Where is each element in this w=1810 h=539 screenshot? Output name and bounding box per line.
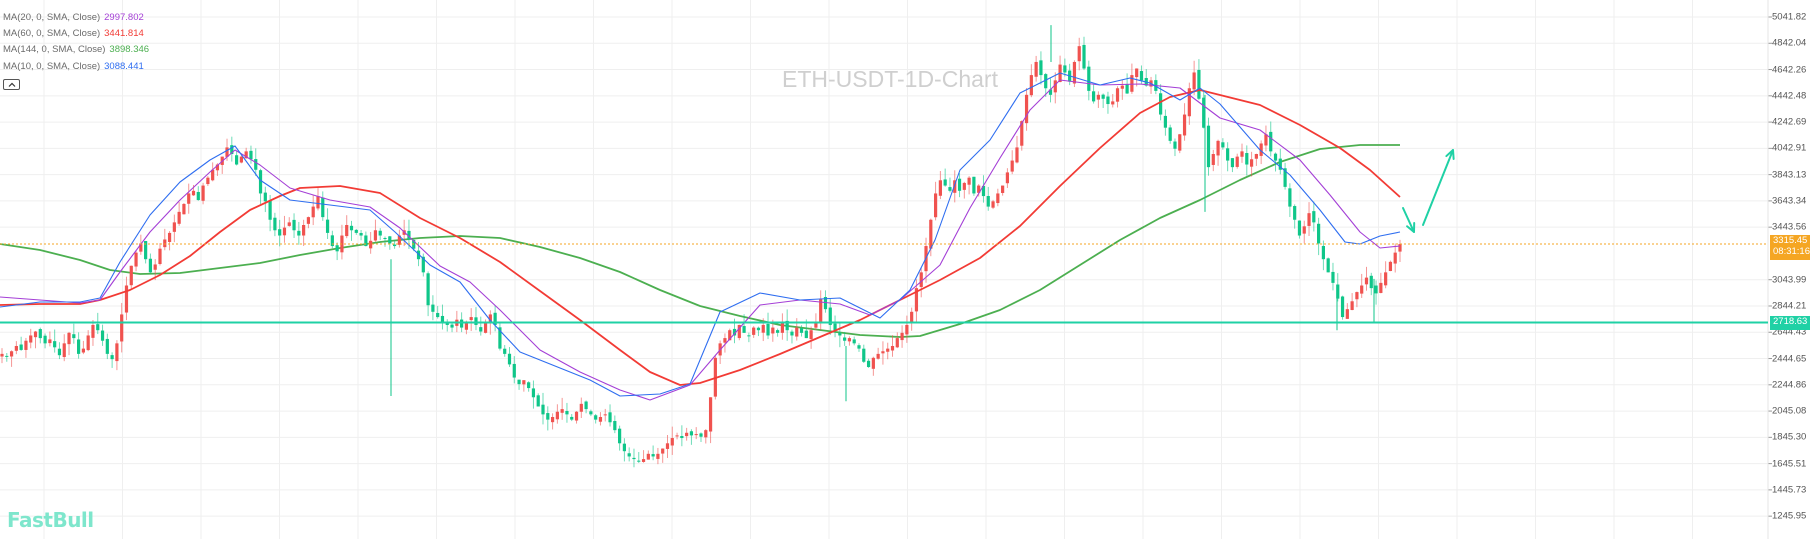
price-axis-label: 1245.95 [1772,510,1807,522]
legend-ma20-value: 2997.802 [104,12,144,23]
price-axis-label: 4042.91 [1772,142,1807,154]
price-axis-label: 2244.86 [1772,379,1807,391]
price-axis-label: 1445.73 [1772,484,1807,496]
chevron-up-icon [8,82,16,87]
down-arrow-icon[interactable] [1402,207,1416,233]
price-axis-label: 3843.13 [1772,169,1807,181]
ma20-line [0,79,1401,401]
price-axis-label: 3443.56 [1772,221,1807,233]
price-axis-label: 5041.82 [1772,11,1807,23]
price-axis-label: 4642.26 [1772,64,1807,76]
ma60-line [0,89,1401,386]
last-price-value: 3315.45 [1773,235,1808,246]
chart-watermark-title: ETH-USDT-1D-Chart [782,66,998,92]
legend-ma60-value: 3441.814 [104,28,144,40]
price-axis-label: 3643.34 [1772,195,1807,207]
price-axis-label: 1845.30 [1772,431,1807,443]
legend-ma10-value: 3088.441 [104,60,144,72]
price-axis-label: 4442.48 [1772,90,1807,102]
legend-collapse-button[interactable] [3,79,20,90]
legend-ma60-label: MA(60, 0, SMA, Close) [3,28,101,40]
legend-ma10[interactable]: MA(10, 0, SMA, Close) 3088.441 [3,59,149,75]
ma144-line [0,144,1400,338]
price-axis-label: 1645.51 [1772,458,1807,470]
price-axis-label: 2444.65 [1772,353,1807,365]
legend-ma10-label: MA(10, 0, SMA, Close) [3,60,101,72]
indicator-legend: MA(20, 0, SMA, Close) 2997.802 MA(60, 0, … [3,10,149,75]
legend-ma144-label: MA(144, 0, SMA, Close) [3,44,106,56]
ma10-line [0,72,1401,397]
legend-ma144-value: 3898.346 [109,44,150,56]
trend-arrows[interactable] [1402,149,1455,233]
legend-ma144[interactable]: MA(144, 0, SMA, Close) 3898.346 [3,42,149,58]
fastbull-logo: FastBull [7,508,94,532]
level-price-value: 2718.63 [1773,316,1808,327]
legend-ma60[interactable]: MA(60, 0, SMA, Close) 3441.814 [3,26,149,42]
legend-ma20[interactable]: MA(20, 0, SMA, Close) 2997.802 [3,10,149,26]
up-arrow-icon[interactable] [1422,149,1455,226]
grid-lines [0,0,1772,539]
countdown-timer: 08:31:16 [1773,245,1810,257]
price-axis-label: 3043.99 [1772,274,1807,286]
price-axis-label: 4842.04 [1772,37,1807,49]
level-price-tag: 2718.63 [1770,316,1810,330]
price-axis-label: 2644.43 [1772,326,1807,338]
price-axis-label: 4242.69 [1772,116,1807,128]
legend-ma20-label: MA(20, 0, SMA, Close) [3,12,101,23]
price-axis-label: 2844.21 [1772,300,1807,312]
last-price-tag: 3315.45 08:31:16 [1770,235,1810,260]
price-axis-label: 2045.08 [1772,405,1807,417]
